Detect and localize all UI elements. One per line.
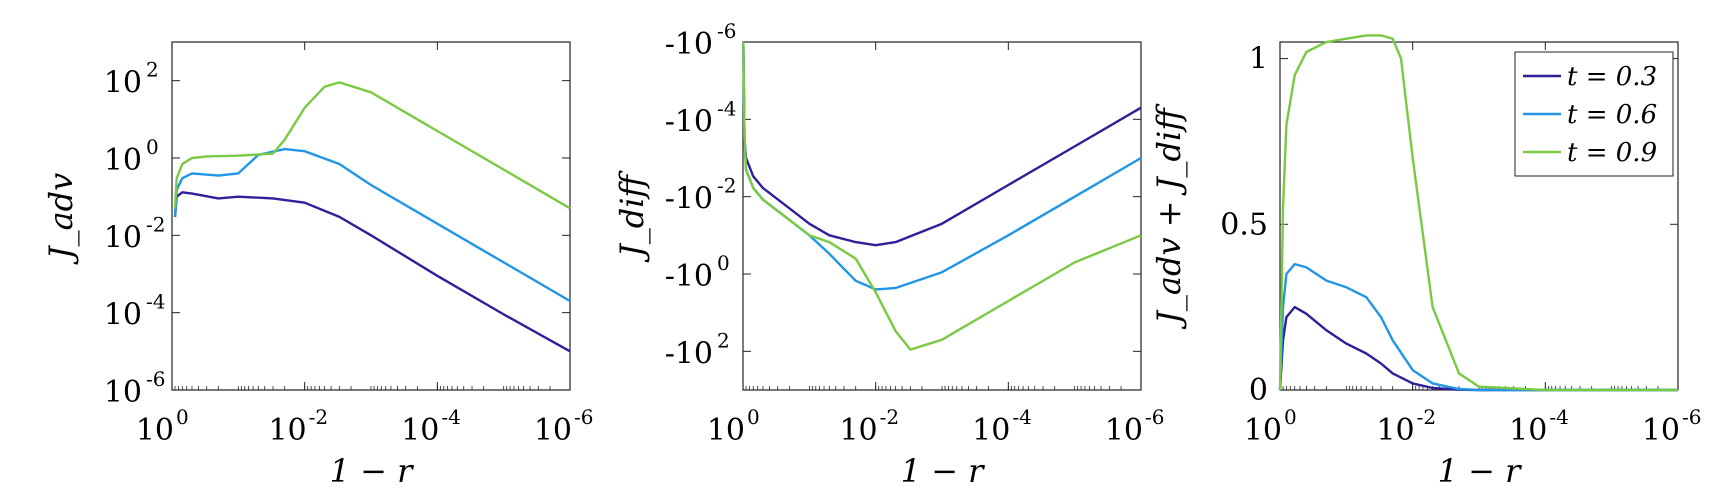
y-tick-label: 0.5: [1220, 207, 1268, 242]
panel-jsum: 10 0 10 -2 10 -4 10 -600.511 − rJ_adv + J_diff: [1150, 34, 1701, 489]
y-tick-exponent: -4: [717, 96, 736, 120]
plot-frame: [171, 41, 571, 391]
series-line: [742, 41, 1142, 291]
x-tick-label: 10: [401, 413, 439, 448]
y-axis-label: J_adv: [42, 173, 80, 265]
x-tick-label: 10: [1244, 413, 1282, 448]
x-tick-label: 10: [136, 413, 174, 448]
x-tick-exponent: 0: [176, 405, 189, 429]
y-tick-label: 10: [104, 143, 142, 178]
panel-jadv: 10 0 10 -2 10 -4 10 -610 210 010 -210 -410 -61 − rJ_…: [42, 41, 593, 489]
legend: t = 0.3 t = 0.6 t = 0.9: [1514, 51, 1674, 177]
y-tick-label: -10: [665, 104, 713, 139]
series-line: [173, 191, 571, 353]
y-tick-label: -10: [665, 182, 713, 217]
x-tick-label: 10: [972, 413, 1010, 448]
x-tick-label: 10: [1509, 413, 1547, 448]
x-tick-exponent: -4: [1012, 405, 1031, 429]
x-tick-label: 10: [839, 413, 877, 448]
y-tick-exponent: 2: [717, 328, 730, 352]
y-tick-label: 10: [104, 66, 142, 101]
series-line: [173, 147, 571, 303]
x-axis-label: 1 − r: [330, 452, 415, 489]
x-tick-exponent: -2: [309, 405, 328, 429]
series-line: [742, 41, 1142, 247]
y-axis-label: J_adv + J_diff: [1150, 103, 1188, 330]
y-tick-label: 10: [104, 375, 142, 410]
x-tick-exponent: -6: [1145, 405, 1164, 429]
x-tick-exponent: 0: [1284, 405, 1297, 429]
x-tick-exponent: -4: [1549, 405, 1568, 429]
x-tick-exponent: -6: [1682, 405, 1701, 429]
y-tick-exponent: -6: [146, 367, 165, 391]
x-axis-label: 1 − r: [901, 452, 986, 489]
legend-label: t = 0.3: [1567, 62, 1657, 92]
y-tick-exponent: 2: [146, 58, 159, 82]
x-axis-label: 1 − r: [1438, 452, 1523, 489]
y-tick-label: -10: [665, 259, 713, 294]
legend-label: t = 0.6: [1567, 100, 1657, 130]
y-axis-label: J_diff: [613, 170, 651, 264]
y-tick-exponent: 0: [146, 135, 159, 159]
y-tick-exponent: -2: [717, 174, 736, 198]
x-tick-label: 10: [268, 413, 306, 448]
legend-label: t = 0.9: [1567, 138, 1657, 168]
series-line: [742, 41, 1142, 351]
y-tick-label: -10: [665, 336, 713, 371]
series-line: [1278, 34, 1678, 392]
x-tick-label: 10: [1642, 413, 1680, 448]
y-tick-label: 1: [1249, 42, 1268, 77]
x-tick-label: 10: [1376, 413, 1414, 448]
y-tick-label: 0: [1249, 373, 1268, 408]
x-tick-exponent: -6: [574, 405, 593, 429]
series-line: [1278, 305, 1678, 392]
y-tick-label: 10: [104, 298, 142, 333]
x-tick-label: 10: [707, 413, 745, 448]
y-tick-exponent: -6: [717, 19, 736, 43]
series-line: [173, 81, 571, 210]
x-tick-exponent: -4: [441, 405, 460, 429]
panel-jdiff: 10 0 10 -2 10 -4 10 -6-10 -6-10 -4-10 -2-10 0-10 21 …: [613, 19, 1164, 489]
y-tick-exponent: -2: [146, 212, 165, 236]
x-tick-label: 10: [1105, 413, 1143, 448]
x-tick-exponent: -2: [1417, 405, 1436, 429]
x-tick-label: 10: [534, 413, 572, 448]
plot-frame: [742, 41, 1142, 391]
x-tick-exponent: 0: [747, 405, 760, 429]
series-line: [1278, 262, 1678, 392]
y-tick-exponent: 0: [717, 251, 730, 275]
y-tick-label: -10: [665, 27, 713, 62]
y-tick-label: 10: [104, 220, 142, 255]
y-tick-exponent: -4: [146, 290, 165, 314]
x-tick-exponent: -2: [880, 405, 899, 429]
